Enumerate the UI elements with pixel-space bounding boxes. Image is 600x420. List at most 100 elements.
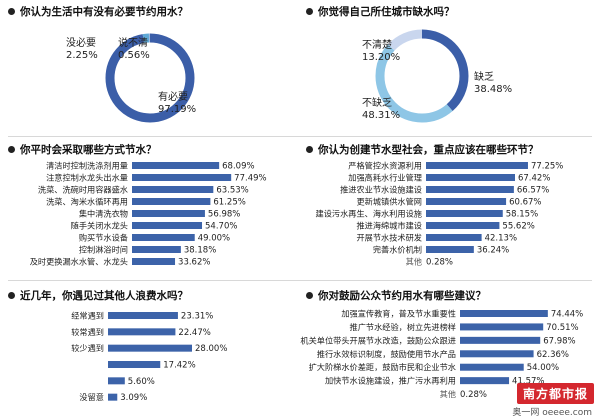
bar — [426, 198, 507, 205]
category-label: 加强高耗水行业管理 — [348, 173, 422, 183]
row-divider — [8, 136, 592, 137]
slice-label: 缺乏 — [474, 70, 494, 83]
bar-value-label: 77.49% — [234, 174, 266, 184]
bar — [132, 198, 211, 205]
bar — [426, 210, 503, 217]
row-divider — [8, 280, 592, 281]
bar — [460, 323, 544, 331]
bar-chart-suggestions: 加强宣传教育，普及节水重要性 74.44% 推广节水经验，树立先进榜样 70.51% 机… — [300, 309, 583, 401]
category-label: 随手关闭水龙头 — [71, 221, 128, 231]
category-label: 洗菜、洗碗时用容器盛水 — [38, 185, 128, 195]
bar — [426, 186, 514, 193]
category-label: 扩大阶梯水价差距，鼓励市民和企业节水 — [309, 362, 456, 372]
bar-value-label: 3.09% — [120, 393, 147, 403]
donut-slice — [105, 33, 195, 123]
bar-value-label: 54.70% — [205, 222, 237, 232]
bullet-dot-icon — [8, 145, 15, 153]
slice-value-label: 48.31% — [362, 110, 400, 121]
bar — [426, 174, 515, 181]
panel-title-text: 你对鼓励公众节约用水有哪些建议？ — [318, 290, 486, 302]
category-label: 较少遇到 — [71, 343, 104, 353]
bar-value-label: 58.15% — [506, 210, 538, 220]
bar-value-label: 38.18% — [184, 246, 216, 256]
bar-value-label: 22.47% — [178, 328, 210, 338]
donut-slice — [375, 29, 469, 123]
category-label: 及时更换漏水水管、水龙头 — [30, 257, 128, 267]
slice-value-label: 97.19% — [158, 104, 196, 115]
category-label: 推进海绵城市建设 — [356, 221, 422, 231]
bar — [426, 162, 528, 169]
category-label: 推进农业节水设施建设 — [340, 185, 422, 195]
slice-value-label: 0.56% — [118, 50, 150, 61]
donut-slice — [375, 29, 469, 123]
category-label: 推广节水经验，树立先进榜样 — [350, 322, 456, 332]
bar — [108, 393, 118, 401]
panel-saving-methods: 你平时会采取哪些方式节水？ 清洁时控制洗涤剂用量 68.09% 注意控制水龙头出水量… — [8, 142, 292, 272]
category-label: 控制淋浴时间 — [79, 245, 128, 255]
bar — [426, 222, 500, 229]
panel-scarcity-donut: 你觉得自己所住城市缺水吗？ 缺乏 38.48% 不缺乏 48.31% 不清楚 13.20% — [306, 4, 592, 132]
bar-value-label: 0.28% — [426, 258, 453, 268]
bar — [132, 246, 181, 253]
panel-title: 你觉得自己所住城市缺水吗？ — [306, 4, 455, 20]
bar — [426, 234, 482, 241]
bar — [108, 328, 176, 336]
slice-label: 不缺乏 — [362, 96, 392, 109]
bar — [108, 312, 178, 319]
panel-waste-seen: 近几年，你遇见过其他人浪费水吗？ 经常遇到 23.31% 较常遇到 22.47% 较少遇… — [8, 288, 292, 416]
panel-title: 你认为创建节水型社会，重点应该在哪些环节？ — [306, 142, 539, 158]
bar-value-label: 49.00% — [198, 234, 230, 244]
bar — [426, 246, 474, 253]
bar-value-label: 70.51% — [546, 323, 578, 333]
bar-chart-saving-methods: 清洁时控制洗涤剂用量 68.09% 注意控制水龙头出水量 77.49% 洗菜、洗碗时用容… — [30, 161, 267, 268]
slice-label: 说不清 — [118, 36, 148, 49]
panel-title-text: 你平时会采取哪些方式节水？ — [20, 144, 157, 156]
bullet-dot-icon — [8, 7, 15, 15]
bar-value-label: 42.13% — [485, 234, 517, 244]
panel-title-text: 你觉得自己所住城市缺水吗？ — [318, 6, 455, 18]
bar — [132, 210, 205, 217]
category-label: 其他 — [440, 389, 456, 399]
bar-value-label: 62.36% — [537, 350, 569, 360]
category-label: 推行水效标识制度，鼓励使用节水产品 — [317, 349, 456, 359]
category-label: 集中清洗衣物 — [79, 209, 128, 219]
bar — [132, 258, 176, 265]
bar-value-label: 41.57% — [512, 377, 544, 387]
slice-value-label: 13.20% — [362, 52, 400, 63]
bar-value-label: 54.00% — [527, 363, 559, 373]
category-label: 经常遇到 — [71, 311, 104, 321]
panel-title-text: 你认为创建节水型社会，重点应该在哪些环节？ — [318, 144, 539, 156]
bullet-dot-icon — [306, 7, 313, 15]
panel-title-text: 近几年，你遇见过其他人浪费水吗？ — [20, 290, 188, 302]
bar-value-label: 36.24% — [477, 246, 509, 256]
category-label: 更新城镇供水管网 — [356, 197, 422, 207]
bar — [132, 174, 232, 181]
bar-chart-waste-seen: 经常遇到 23.31% 较常遇到 22.47% 较少遇到 28.00%17.42% 5.60… — [71, 311, 227, 404]
category-label: 加强宣传教育，普及节水重要性 — [341, 309, 456, 319]
panel-title: 你对鼓励公众节约用水有哪些建议？ — [306, 288, 486, 304]
bullet-dot-icon — [306, 145, 313, 153]
newspaper-logo: 南方都市报 — [516, 383, 594, 404]
bullet-dot-icon — [8, 291, 15, 299]
bar — [132, 222, 203, 229]
bar — [460, 310, 548, 317]
bar-value-label: 5.60% — [128, 377, 155, 387]
category-label: 加快节水设施建设，推广污水再利用 — [325, 376, 456, 386]
category-label: 洗菜、淘米水循环再用 — [46, 197, 128, 207]
bar-value-label: 74.44% — [551, 310, 583, 320]
bar — [460, 336, 541, 344]
slice-label: 没必要 — [66, 36, 96, 49]
category-label: 严格管控水资源利用 — [348, 161, 422, 171]
bar-value-label: 68.09% — [222, 162, 254, 172]
bar-value-label: 61.25% — [213, 198, 245, 208]
bar — [108, 361, 161, 368]
category-label: 其他 — [406, 257, 422, 267]
bar-value-label: 77.25% — [531, 162, 563, 172]
panel-key-links: 你认为创建节水型社会，重点应该在哪些环节？ 严格管控水资源利用 77.25% 加强高… — [306, 142, 592, 272]
slice-label: 不清楚 — [362, 38, 392, 51]
bar — [108, 344, 192, 352]
bar — [132, 234, 195, 241]
bar-value-label: 56.98% — [208, 210, 240, 220]
